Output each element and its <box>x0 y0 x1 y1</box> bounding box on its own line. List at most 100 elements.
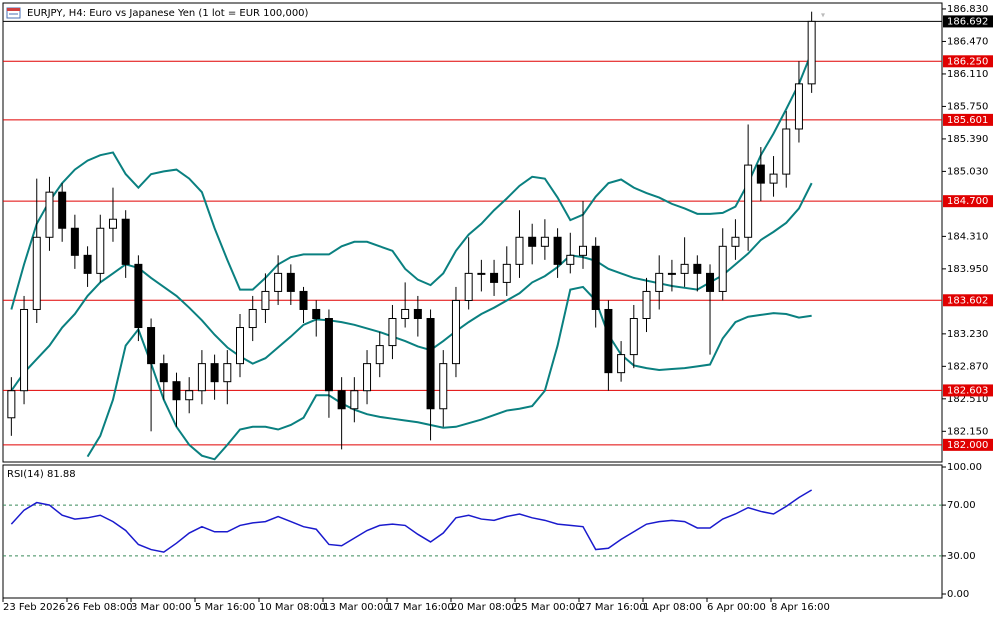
candle-body <box>274 272 283 292</box>
x-tick-label: 27 Mar 16:00 <box>579 602 646 613</box>
candle-body <box>108 218 117 229</box>
symbol-icon <box>6 7 21 19</box>
x-tick-label: 23 Feb 2026 <box>3 602 65 613</box>
y-tick-label: 0.00 <box>947 589 969 600</box>
candle-body <box>20 308 29 392</box>
rsi-line <box>10 489 813 553</box>
candle-body <box>566 254 575 265</box>
candle-body <box>591 245 600 310</box>
x-tick-label: 26 Feb 08:00 <box>67 602 133 613</box>
candle-body <box>782 128 791 175</box>
y-tick-label: 186.110 <box>947 69 988 80</box>
candle-body <box>236 327 245 365</box>
level-label: 185.601 <box>947 115 988 126</box>
level-label-box <box>943 438 993 451</box>
x-tick-label: 8 Apr 16:00 <box>771 602 830 613</box>
candle-body <box>185 390 194 401</box>
candle-body <box>96 227 105 274</box>
candle-body <box>553 236 562 265</box>
candle-body <box>324 318 333 392</box>
candle-body <box>667 272 676 275</box>
x-tick-label: 20 Mar 08:00 <box>451 602 518 613</box>
x-tick-label: 13 Mar 00:00 <box>323 602 390 613</box>
current-price-label: 186.692 <box>947 16 988 27</box>
candle-body <box>147 327 156 365</box>
level-label: 184.700 <box>947 196 988 207</box>
candle-body <box>350 390 359 410</box>
level-label: 182.603 <box>947 385 988 396</box>
candle-body <box>45 191 54 238</box>
price-pane <box>2 2 943 463</box>
candle-body <box>744 164 753 238</box>
x-tick-label: 10 Mar 08:00 <box>259 602 326 613</box>
candle-body <box>464 272 473 301</box>
candle-body <box>197 363 206 392</box>
y-tick-label: 182.510 <box>947 394 988 405</box>
price-plot <box>3 11 942 461</box>
x-tick-label: 3 Mar 00:00 <box>131 602 191 613</box>
candle-body <box>223 363 232 383</box>
chart-title: EURJPY, H4: Euro vs Japanese Yen (1 lot … <box>27 8 309 19</box>
candle-body <box>32 236 41 310</box>
candle-body <box>451 299 460 365</box>
candle-body <box>121 218 130 265</box>
candle-body <box>401 308 410 320</box>
candle-body <box>7 390 16 419</box>
level-label-box <box>943 384 993 397</box>
candle-body <box>604 308 613 374</box>
level-label: 186.250 <box>947 56 988 67</box>
level-label: 182.000 <box>947 440 988 451</box>
y-tick-label: 185.030 <box>947 166 988 177</box>
candle-body <box>807 20 816 85</box>
candle-body <box>413 308 422 320</box>
rsi-pane <box>2 464 943 599</box>
candle-body <box>655 272 664 292</box>
candle-body <box>286 272 295 292</box>
y-tick-label: 183.950 <box>947 264 988 275</box>
level-label: 183.602 <box>947 295 988 306</box>
candle-body <box>426 318 435 410</box>
candle-body <box>502 263 511 283</box>
candle-body <box>731 236 740 247</box>
candle-body <box>528 236 537 247</box>
candle-body <box>83 254 92 274</box>
y-tick-label: 184.310 <box>947 231 988 242</box>
candle-body <box>134 263 143 329</box>
candle-body <box>642 290 651 320</box>
y-tick-label: 185.750 <box>947 101 988 112</box>
candle-body <box>312 308 321 320</box>
candle-body <box>680 263 689 274</box>
candle-body <box>718 245 727 292</box>
candle-body <box>363 363 372 392</box>
level-label-box <box>943 55 993 68</box>
y-tick-label: 100.00 <box>947 462 982 473</box>
candle-body <box>617 354 626 374</box>
level-label-box <box>943 294 993 307</box>
x-tick-label: 5 Mar 16:00 <box>195 602 255 613</box>
candle-body <box>337 390 346 410</box>
rsi-plot <box>3 489 942 557</box>
candle-body <box>540 236 549 247</box>
candle-body <box>439 363 448 410</box>
candle-body <box>477 272 486 275</box>
candle-body <box>261 290 270 310</box>
candle-body <box>515 236 524 265</box>
candle-body <box>629 318 638 356</box>
y-tick-label: 186.470 <box>947 36 988 47</box>
y-tick-label: 186.830 <box>947 4 988 15</box>
bollinger-band <box>86 285 812 461</box>
level-label-box <box>943 195 993 208</box>
candle-body <box>693 263 702 274</box>
candle-body <box>159 363 168 383</box>
y-tick-label: 30.00 <box>947 551 976 562</box>
level-label-box <box>943 113 993 126</box>
candle-body <box>299 290 308 310</box>
candle-body <box>58 191 67 229</box>
current-price-box <box>943 15 993 28</box>
candle-body <box>490 272 499 283</box>
candle-body <box>172 381 181 401</box>
candle-body <box>769 173 778 184</box>
y-tick-label: 182.150 <box>947 426 988 437</box>
x-tick-label: 25 Mar 00:00 <box>515 602 582 613</box>
